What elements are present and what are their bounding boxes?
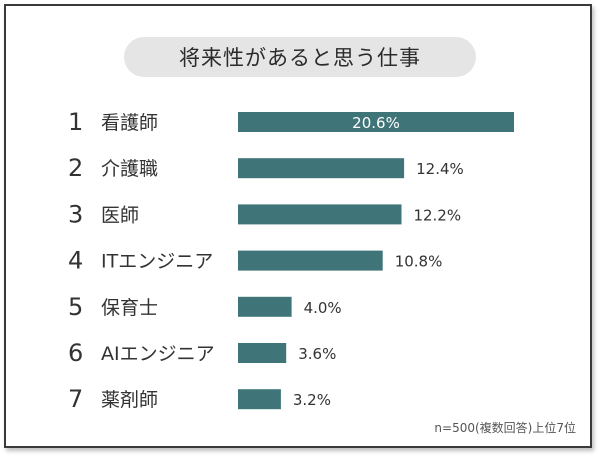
bar [238,112,514,132]
rank-number: 3 [68,200,83,228]
category-label: 医師 [101,204,139,226]
rank-number: 7 [68,385,83,413]
value-label: 4.0% [304,299,342,317]
rank-number: 1 [68,108,83,136]
rank-number: 2 [68,154,83,182]
value-label: 10.8% [395,253,443,271]
bar [238,343,287,363]
category-label: AIエンジニア [101,343,215,365]
category-label: 介護職 [101,158,158,180]
category-label: 看護師 [101,112,158,134]
chart-frame [4,4,592,448]
value-label: 3.6% [298,345,336,363]
bar [238,158,405,179]
value-label: 20.6% [352,114,400,132]
rank-number: 6 [68,339,83,367]
value-label: 12.4% [416,160,464,178]
bar [238,389,281,410]
category-label: ITエンジニア [101,251,213,273]
category-label: 薬剤師 [101,389,158,411]
category-label: 保育士 [101,297,158,319]
bar [238,296,292,317]
sample-note: n=500(複数回答)上位7位 [434,421,576,435]
rank-number: 4 [68,247,83,275]
rank-number: 5 [68,293,83,321]
value-label: 12.2% [413,206,461,224]
bar [238,204,402,225]
bar [238,250,383,271]
chart-title: 将来性があると思う仕事 [124,37,476,77]
value-label: 3.2% [293,391,331,409]
